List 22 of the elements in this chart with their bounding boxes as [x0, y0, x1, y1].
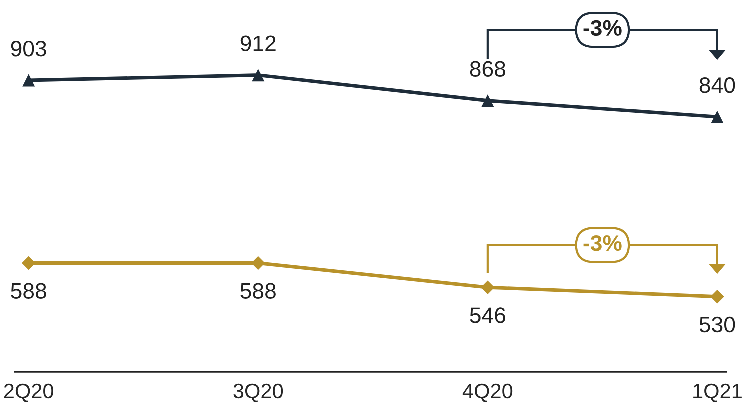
data-label: 840 — [700, 78, 736, 94]
x-tick-label: 3Q20 — [234, 384, 284, 402]
point — [252, 69, 265, 82]
data-label: 903 — [11, 40, 46, 57]
point — [482, 94, 494, 108]
x-tick-label: 4Q20 — [462, 384, 513, 402]
point — [22, 256, 36, 270]
point — [22, 74, 36, 87]
point — [252, 256, 266, 270]
point — [711, 110, 724, 124]
point — [481, 280, 495, 294]
data-label: 530 — [700, 316, 736, 333]
text: -3% — [584, 20, 622, 36]
x-tick-label: 2Q20 — [4, 384, 54, 402]
data-label: 912 — [240, 36, 276, 52]
point — [710, 290, 724, 304]
data-label: 546 — [470, 308, 506, 324]
annotation: -3% — [584, 235, 622, 252]
data-label: 868 — [470, 61, 506, 78]
data-label: 588 — [240, 283, 276, 299]
x-tick-label: 1Q21 — [694, 384, 742, 402]
data-label: 588 — [11, 283, 46, 299]
